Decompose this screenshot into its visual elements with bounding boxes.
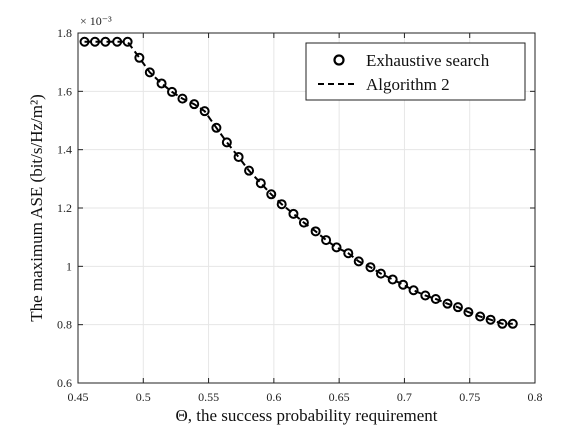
data-point-exhaustive-search [430, 294, 441, 304]
legend-box [305, 42, 526, 101]
data-point-exhaustive-search [408, 285, 419, 296]
data-point-exhaustive-search [442, 298, 453, 309]
y-tick-label: 1 [66, 259, 72, 273]
x-tick-label: 0.45 [68, 390, 89, 404]
data-point-exhaustive-search [233, 151, 244, 162]
data-point-exhaustive-search [310, 226, 321, 237]
y-tick-label: 0.6 [57, 376, 72, 390]
legend-marker-exhaustive-search [333, 54, 345, 66]
legend-label-algorithm-2: Algorithm 2 [366, 75, 450, 94]
data-point-exhaustive-search [156, 78, 167, 89]
data-point-exhaustive-search [353, 256, 364, 267]
data-point-exhaustive-search [79, 36, 90, 47]
data-point-exhaustive-search [331, 242, 342, 253]
data-point-exhaustive-search [321, 235, 332, 246]
data-point-exhaustive-search [475, 311, 486, 322]
series-line-algorithm-2 [84, 40, 513, 325]
data-point-exhaustive-search [420, 290, 431, 301]
data-point-exhaustive-search [244, 165, 255, 176]
data-point-exhaustive-search [211, 122, 222, 133]
y-tick-label: 0.8 [57, 318, 72, 332]
data-point-exhaustive-search [387, 274, 398, 285]
data-point-exhaustive-search [100, 36, 111, 47]
data-point-exhaustive-search [134, 52, 145, 63]
data-point-exhaustive-search [343, 248, 354, 259]
axis-ticks: 0.45 0.5 0.55 0.6 0.65 0.7 0.75 0.8 0.6 0.8 1 1.2 1.… [57, 26, 543, 404]
x-axis-label: Θ, the success probability requirement [175, 406, 437, 425]
data-point-exhaustive-search [177, 93, 188, 104]
data-point-exhaustive-search [507, 318, 518, 329]
data-point-exhaustive-search [112, 36, 123, 47]
x-tick-label: 0.5 [136, 390, 151, 404]
data-point-exhaustive-search [189, 99, 200, 110]
data-point-exhaustive-search [255, 178, 266, 189]
y-tick-label: 1.4 [57, 143, 72, 157]
data-point-exhaustive-search [485, 314, 496, 325]
data-point-exhaustive-search [452, 302, 463, 313]
legend: Exhaustive search Algorithm 2 [305, 42, 526, 101]
x-tick-label: 0.8 [528, 390, 543, 404]
data-point-exhaustive-search [167, 86, 178, 97]
legend-label-exhaustive-search: Exhaustive search [366, 51, 490, 70]
y-axis-label: The maximum ASE (bit/s/Hz/m²) [27, 94, 46, 322]
x-tick-label: 0.7 [397, 390, 412, 404]
y-tick-label: 1.2 [57, 201, 72, 215]
y-tick-label: 1.8 [57, 26, 72, 40]
data-point-exhaustive-search [199, 106, 210, 117]
x-tick-label: 0.65 [329, 390, 350, 404]
data-point-exhaustive-search [266, 189, 277, 200]
data-point-exhaustive-search [375, 268, 386, 279]
data-point-exhaustive-search [497, 318, 508, 329]
data-point-exhaustive-search [365, 262, 376, 273]
data-point-exhaustive-search [398, 279, 409, 290]
data-point-exhaustive-search [288, 208, 299, 219]
data-point-exhaustive-search [221, 137, 232, 148]
x-tick-label: 0.6 [266, 390, 281, 404]
data-point-exhaustive-search [463, 307, 474, 318]
data-point-exhaustive-search [89, 36, 100, 47]
data-point-exhaustive-search [276, 199, 287, 210]
series-layer [79, 36, 518, 329]
data-point-exhaustive-search [298, 217, 309, 228]
y-multiplier-label: × 10⁻³ [80, 14, 112, 28]
y-tick-label: 1.6 [57, 84, 72, 98]
x-tick-label: 0.55 [198, 390, 219, 404]
x-tick-label: 0.75 [459, 390, 480, 404]
data-point-exhaustive-search [144, 67, 155, 78]
data-point-exhaustive-search [122, 36, 133, 47]
